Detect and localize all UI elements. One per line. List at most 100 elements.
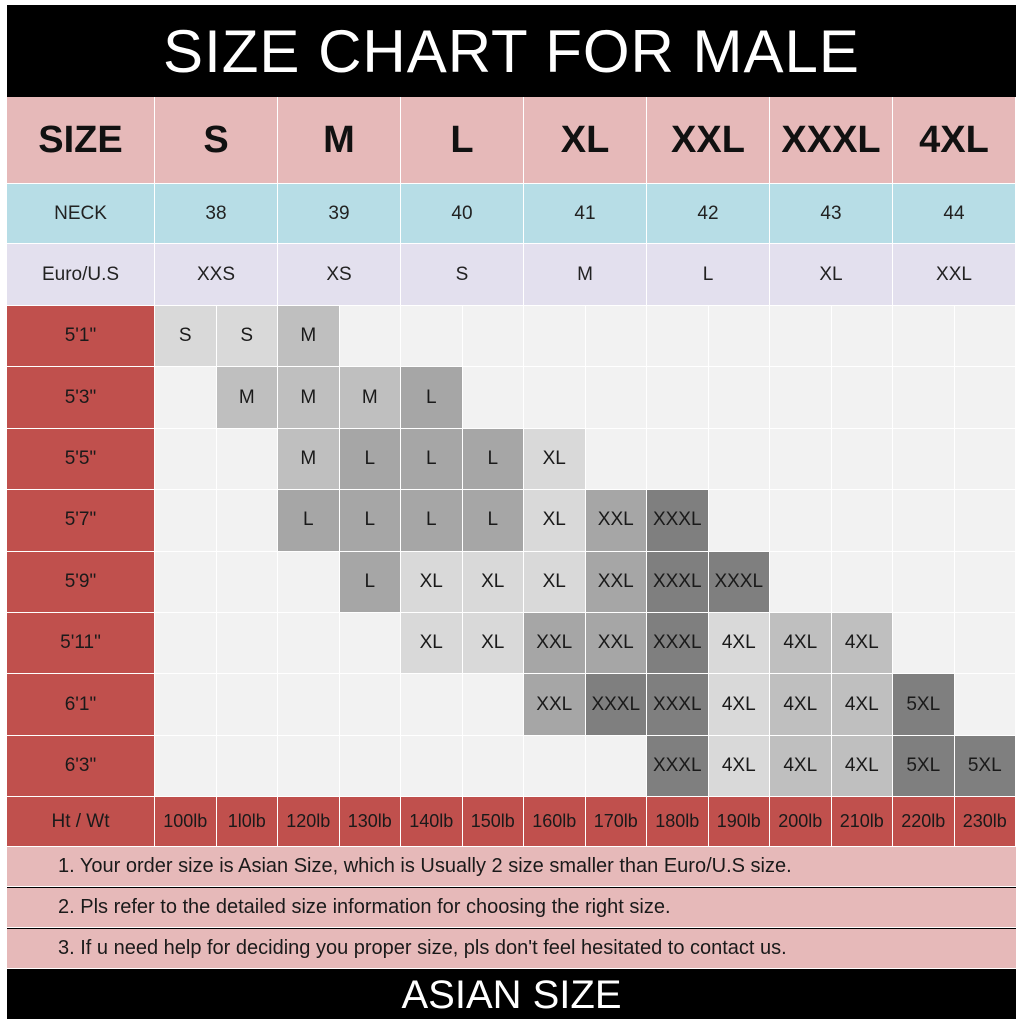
size-cell: L — [462, 490, 524, 552]
size-cell: XL — [462, 613, 524, 675]
height-label: 5'9" — [7, 551, 155, 613]
euro-us-value: L — [647, 244, 770, 306]
empty-cell — [893, 428, 955, 491]
empty-cell — [155, 613, 217, 675]
empty-cell — [647, 428, 709, 491]
empty-cell — [647, 367, 709, 429]
size-cell: XXL — [585, 490, 647, 552]
weight-label: 150lb — [462, 797, 524, 847]
empty-cell — [155, 490, 217, 552]
euro-us-value: XS — [278, 244, 401, 306]
empty-cell — [770, 428, 832, 491]
size-cell: XXL — [524, 613, 586, 675]
empty-cell — [462, 735, 524, 798]
empty-cell — [155, 551, 217, 613]
size-cell: L — [339, 551, 401, 613]
weight-label: 120lb — [278, 797, 340, 847]
weight-label: 210lb — [831, 797, 893, 847]
empty-cell — [462, 367, 524, 429]
size-cell: L — [401, 428, 463, 491]
weight-label: 180lb — [647, 797, 709, 847]
height-label: 5'3" — [7, 367, 155, 429]
size-cell: 4XL — [708, 735, 770, 798]
empty-cell — [708, 490, 770, 552]
neck-value: 38 — [155, 184, 278, 244]
size-cell: XXL — [585, 551, 647, 613]
empty-cell — [216, 674, 278, 736]
empty-cell — [831, 367, 893, 429]
empty-cell — [216, 735, 278, 798]
empty-cell — [770, 551, 832, 613]
size-cell: L — [339, 428, 401, 491]
neck-value: 41 — [524, 184, 647, 244]
empty-cell — [585, 306, 647, 368]
empty-cell — [155, 367, 217, 429]
size-header-l: L — [401, 97, 524, 184]
size-cell: XXXL — [708, 551, 770, 613]
empty-cell — [339, 306, 401, 368]
empty-cell — [278, 735, 340, 798]
size-cell: M — [278, 428, 340, 491]
empty-cell — [401, 306, 463, 368]
height-label: 5'11" — [7, 613, 155, 675]
size-cell: XXL — [585, 613, 647, 675]
weight-row-label: Ht / Wt — [7, 797, 155, 847]
empty-cell — [585, 735, 647, 798]
weight-label: 190lb — [708, 797, 770, 847]
size-cell: 4XL — [770, 674, 832, 736]
chart-title: SIZE CHART FOR MALE — [163, 17, 860, 85]
empty-cell — [893, 306, 955, 368]
height-label: 6'1" — [7, 674, 155, 736]
size-header-4xl: 4XL — [893, 97, 1016, 184]
weight-label: 170lb — [585, 797, 647, 847]
empty-cell — [893, 613, 955, 675]
empty-cell — [339, 735, 401, 798]
note-2: 2. Pls refer to the detailed size inform… — [7, 888, 1016, 928]
weight-label: 100lb — [155, 797, 217, 847]
empty-cell — [216, 490, 278, 552]
weight-label: 1l0lb — [216, 797, 278, 847]
euro-us-label: Euro/U.S — [7, 244, 155, 306]
empty-cell — [278, 551, 340, 613]
empty-cell — [954, 367, 1016, 429]
empty-cell — [462, 674, 524, 736]
empty-cell — [954, 490, 1016, 552]
height-label: 5'5" — [7, 428, 155, 491]
size-cell: XL — [401, 613, 463, 675]
size-cell: 4XL — [831, 735, 893, 798]
size-cell: XL — [524, 428, 586, 491]
empty-cell — [462, 306, 524, 368]
height-label: 5'7" — [7, 490, 155, 552]
empty-cell — [339, 613, 401, 675]
empty-cell — [524, 306, 586, 368]
empty-cell — [647, 306, 709, 368]
size-header-m: M — [278, 97, 401, 184]
euro-us-value: M — [524, 244, 647, 306]
empty-cell — [278, 674, 340, 736]
empty-cell — [954, 613, 1016, 675]
empty-cell — [708, 306, 770, 368]
size-cell: XXXL — [585, 674, 647, 736]
empty-cell — [708, 367, 770, 429]
note-3: 3. If u need help for deciding you prope… — [7, 929, 1016, 969]
size-cell: L — [401, 367, 463, 429]
size-cell: 4XL — [770, 735, 832, 798]
size-cell: 4XL — [831, 613, 893, 675]
size-header-s: S — [155, 97, 278, 184]
size-cell: 5XL — [893, 674, 955, 736]
weight-label: 140lb — [401, 797, 463, 847]
empty-cell — [401, 735, 463, 798]
empty-cell — [770, 367, 832, 429]
weight-label: 130lb — [339, 797, 401, 847]
neck-value: 44 — [893, 184, 1016, 244]
weight-label: 200lb — [770, 797, 832, 847]
empty-cell — [524, 735, 586, 798]
empty-cell — [216, 613, 278, 675]
empty-cell — [585, 367, 647, 429]
size-header-xxxl: XXXL — [770, 97, 893, 184]
empty-cell — [954, 428, 1016, 491]
empty-cell — [893, 490, 955, 552]
neck-value: 40 — [401, 184, 524, 244]
neck-value: 43 — [770, 184, 893, 244]
empty-cell — [216, 551, 278, 613]
